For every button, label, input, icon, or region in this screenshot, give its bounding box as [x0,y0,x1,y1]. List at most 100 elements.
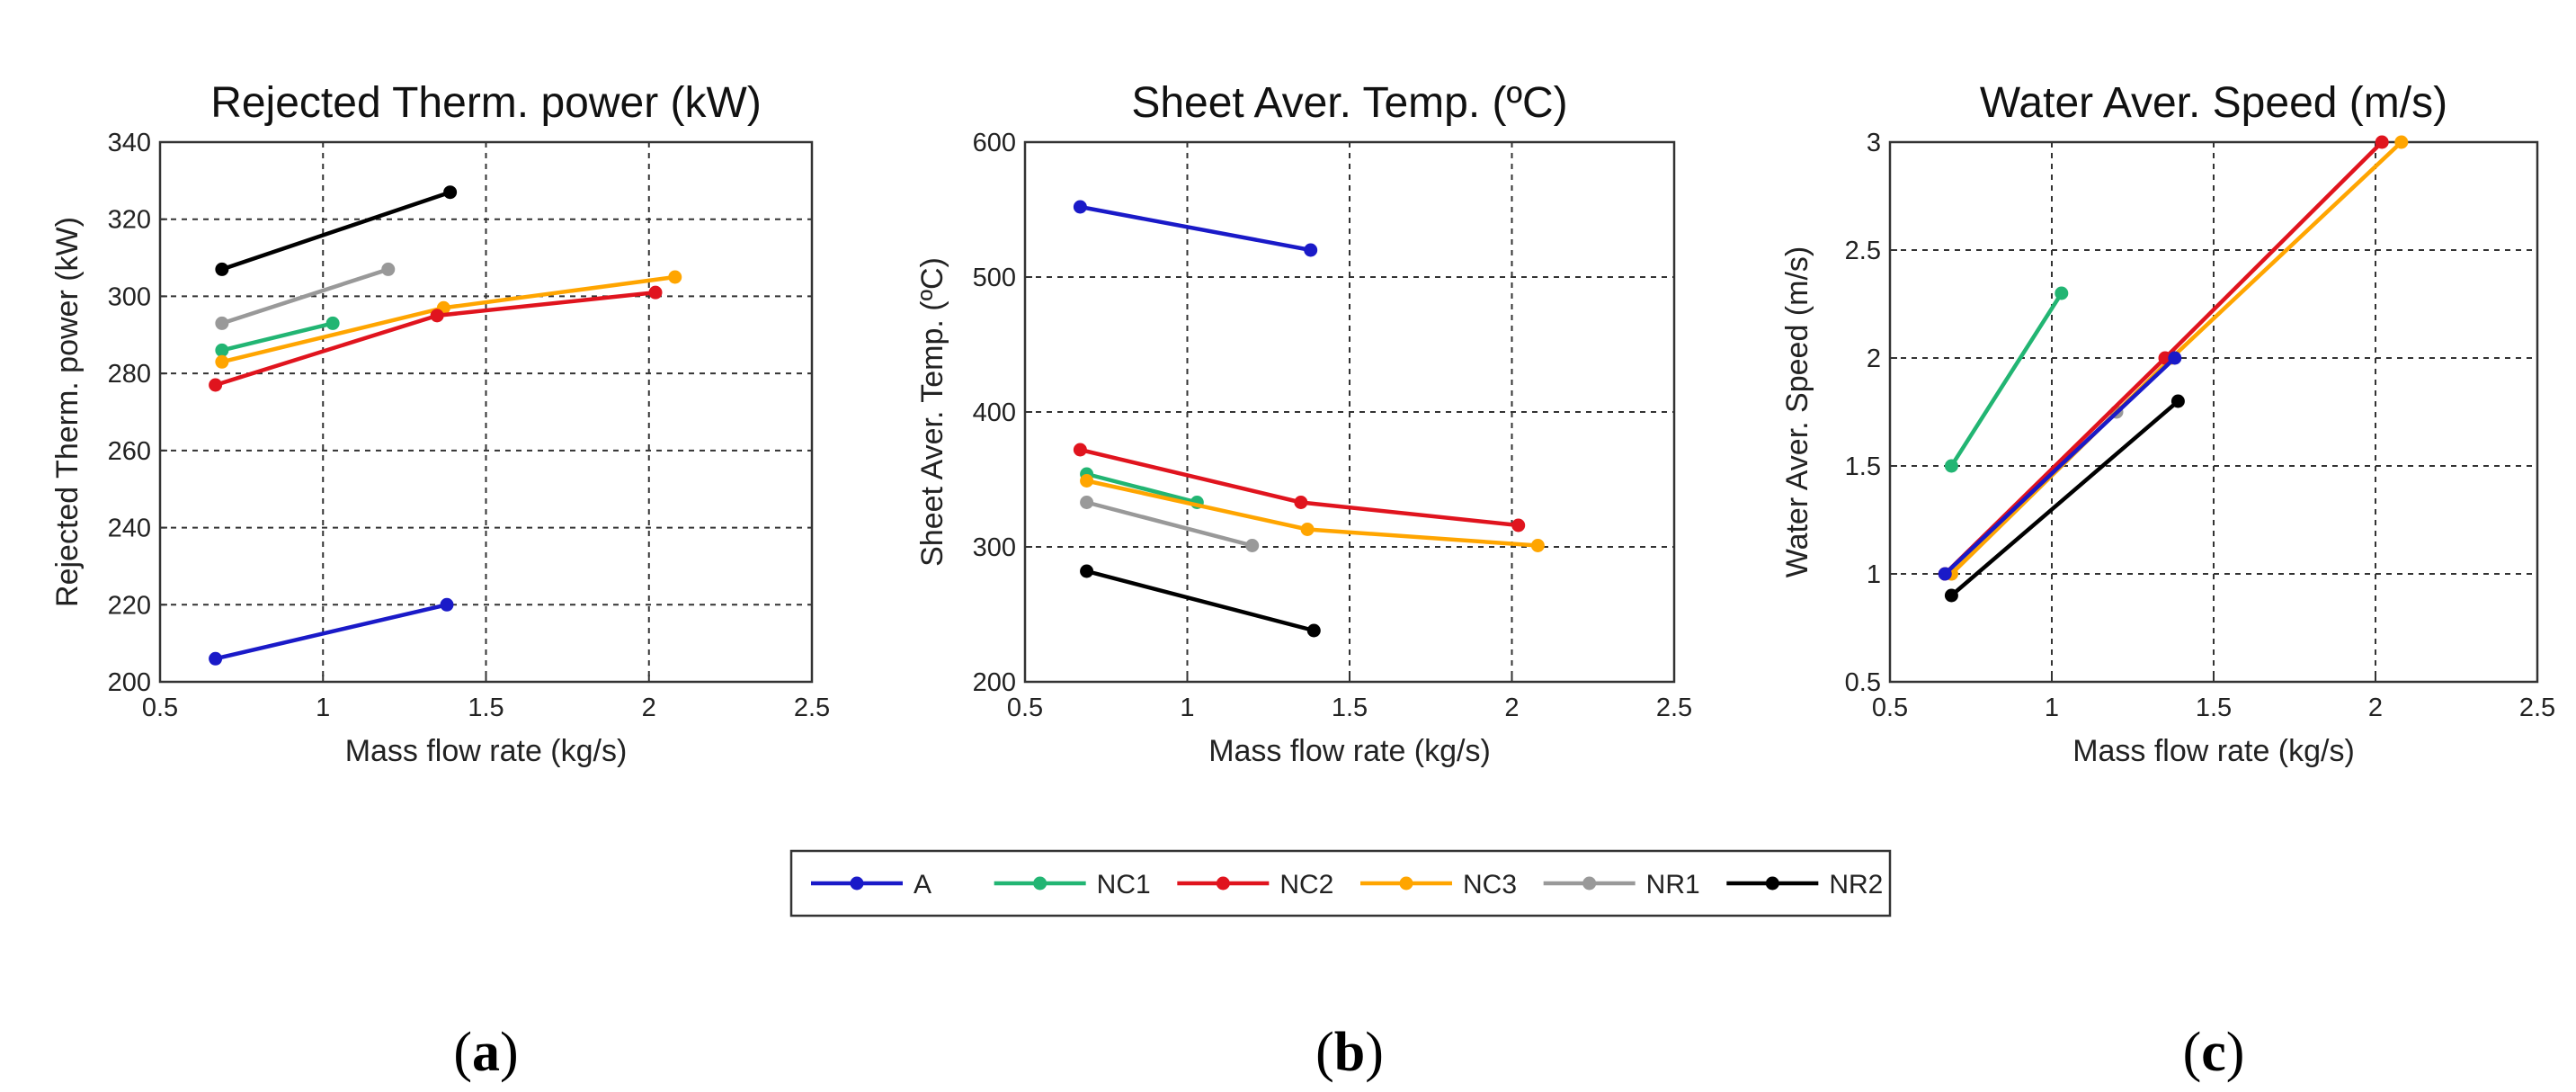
series-line-nr1 [219,267,390,326]
legend-swatch-marker [1216,876,1230,891]
chart-title: Water Aver. Speed (m/s) [1980,79,2447,127]
data-point-nc3 [215,354,229,369]
y-axis-label: Rejected Therm. power (kW) [50,217,85,607]
y-tick-label: 2.5 [1845,237,1881,265]
legend-swatch-marker [1033,876,1047,891]
legend-item-nr2: NR2 [1726,870,1883,900]
series-line-nc1 [1949,291,2064,469]
legend-swatch-marker [1582,876,1597,891]
x-tick-label: 2.5 [2519,694,2555,722]
y-tick-label: 3 [1867,129,1881,157]
y-tick-label: 1.5 [1845,452,1881,481]
data-point-a [1073,200,1087,214]
x-tick-label: 0.5 [142,694,178,722]
legend-label: NC3 [1463,870,1517,900]
y-tick-label: 0.5 [1845,668,1881,697]
data-point-nc2 [1073,443,1087,457]
x-tick-label: 1.5 [2196,694,2232,722]
y-tick-label: 300 [973,533,1016,562]
x-axis-label: Mass flow rate (kg/s) [1208,734,1491,768]
y-axis-label: Water Aver. Speed (m/s) [1780,246,1814,577]
legend-box [789,849,1892,917]
data-point-nc3 [2394,135,2409,149]
x-tick-label: 0.5 [1872,694,1908,722]
legend-label: NC2 [1279,870,1333,900]
data-point-nr2 [1944,588,1958,603]
y-tick-label: 500 [973,264,1016,292]
series-line-nc1 [219,321,335,353]
data-point-nc3 [668,270,682,284]
data-point-nc1 [215,343,229,357]
data-point-a [2168,351,2182,365]
y-tick-label: 400 [973,398,1016,427]
x-tick-label: 1 [316,694,330,722]
x-axis-label: Mass flow rate (kg/s) [345,734,628,768]
panel-label: (b) [1315,1022,1384,1083]
data-point-nr1 [215,316,229,330]
data-point-nc2 [2375,135,2389,149]
chart-panels: 0.5 1 1.5 2 2.5 200 220 240 260 280 300 320 340 Rejec… [50,79,2555,1083]
data-point-nr2 [215,262,229,276]
data-point-nr2 [1306,623,1321,638]
y-tick-label: 260 [108,437,151,466]
legend-swatch-marker [1399,876,1413,891]
y-tick-label: 280 [108,360,151,389]
data-point-nc3 [1530,539,1545,552]
data-point-nc3 [1300,523,1315,536]
x-tick-label: 2 [1504,694,1519,722]
y-tick-label: 200 [973,668,1016,697]
series-line-nc1 [1084,471,1199,505]
y-tick-label: 1 [1867,560,1881,589]
data-point-nc2 [648,285,663,300]
data-point-nc2 [430,309,444,323]
data-point-nc2 [209,378,223,392]
legend-label: NR1 [1646,870,1700,900]
x-tick-label: 0.5 [1007,694,1043,722]
series-line-nc2 [213,290,658,388]
data-point-nc2 [1294,496,1308,509]
y-axis-label: Sheet Aver. Temp. (ºC) [915,257,949,567]
legend-item-a: A [811,870,931,900]
data-point-a [440,597,454,612]
panel-label: (a) [453,1022,518,1083]
legend-item-nc1: NC1 [994,870,1151,900]
chart-panel-c: 0.5 1 1.5 2 2.5 0.5 1 1.5 2 2.5 3 Water Aver. Speed… [1780,79,2555,1083]
y-tick-label: 2 [1867,345,1881,373]
data-point-a [209,651,223,666]
legend-label: NC1 [1097,870,1151,900]
chart-panel-b: 0.5 1 1.5 2 2.5 200 300 400 500 600 Sheet Aver. Te… [915,79,1692,1083]
legend-item-nr1: NR1 [1543,870,1700,900]
data-point-a [1938,567,1952,581]
data-point-nc1 [1944,459,1958,473]
legend-label: NR2 [1829,870,1883,900]
data-point-nc1 [325,316,340,330]
series-line-nr2 [219,190,452,272]
series-line-nr2 [1084,568,1316,633]
data-point-nr2 [1080,564,1094,578]
data-point-nr2 [443,185,458,200]
y-tick-label: 200 [108,668,151,697]
data-point-a [1304,243,1318,257]
x-tick-label: 2.5 [794,694,830,722]
series-line-nr1 [1084,500,1254,548]
data-point-nc3 [1080,474,1094,488]
y-tick-label: 340 [108,129,151,157]
series-line-a [1942,355,2178,577]
data-point-nr1 [381,262,396,276]
data-point-nc2 [1511,518,1526,533]
panel-label: (c) [2183,1022,2245,1083]
chart-title: Sheet Aver. Temp. (ºC) [1131,79,1567,127]
series-line-a [1078,204,1313,253]
x-tick-label: 1.5 [1332,694,1368,722]
data-point-nr2 [2170,394,2185,408]
x-tick-label: 2.5 [1656,694,1692,722]
data-point-nc1 [2055,286,2069,300]
y-tick-label: 320 [108,206,151,235]
y-tick-label: 300 [108,282,151,311]
series-line-a [213,603,450,661]
y-tick-label: 220 [108,591,151,620]
legend-swatch-marker [850,876,864,891]
x-tick-label: 2 [2368,694,2383,722]
legend-item-nc3: NC3 [1360,870,1517,900]
